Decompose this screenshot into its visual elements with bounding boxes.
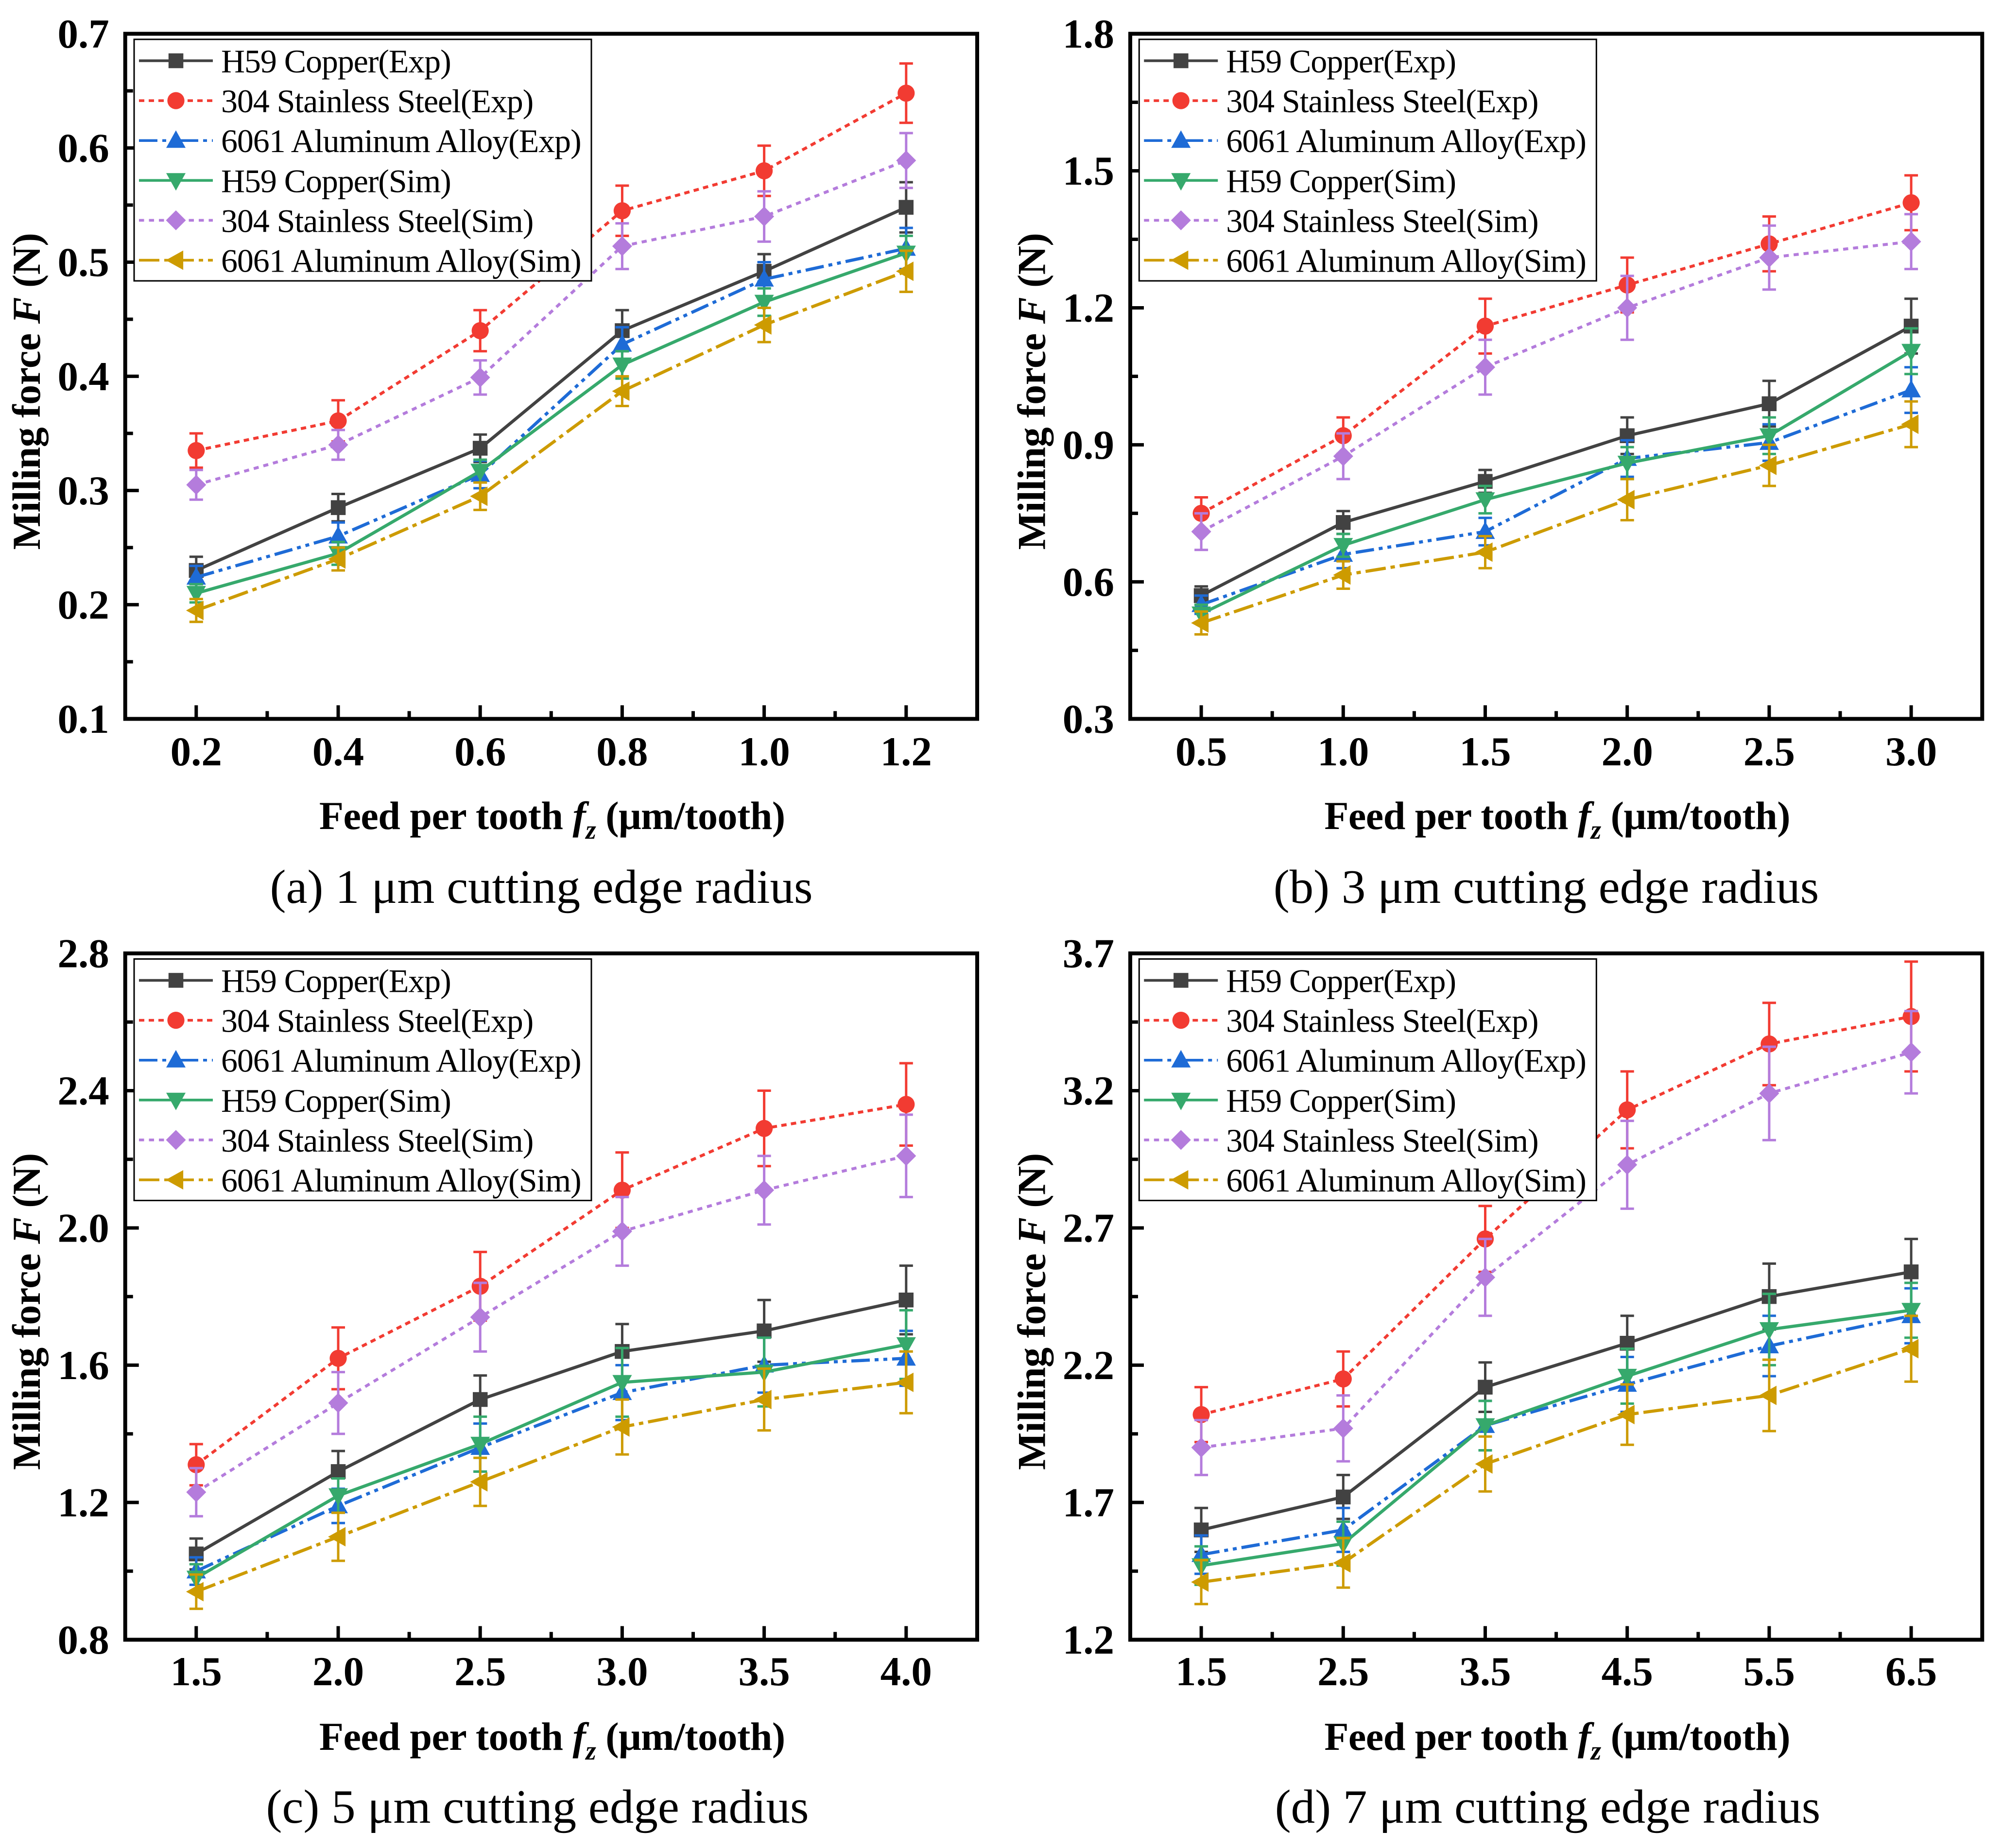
svg-text:6061 Aluminum Alloy(Exp): 6061 Aluminum Alloy(Exp) [1226,1042,1586,1079]
svg-text:Feed per tooth fz (μm/tooth): Feed per tooth fz (μm/tooth) [319,1714,785,1765]
svg-text:6061 Aluminum Alloy(Exp): 6061 Aluminum Alloy(Exp) [1226,122,1586,159]
svg-text:2.5: 2.5 [1317,1649,1369,1694]
svg-text:(a) 1 μm cutting edge radius: (a) 1 μm cutting edge radius [270,861,813,914]
svg-text:6061 Aluminum Alloy(Exp): 6061 Aluminum Alloy(Exp) [221,1042,581,1079]
svg-text:6061 Aluminum Alloy(Sim): 6061 Aluminum Alloy(Sim) [1226,1162,1586,1199]
svg-text:0.6: 0.6 [57,125,109,171]
svg-text:1.2: 1.2 [1063,1617,1114,1663]
svg-text:4.0: 4.0 [880,1649,932,1694]
svg-text:H59 Copper(Exp): H59 Copper(Exp) [1226,43,1456,80]
svg-text:1.5: 1.5 [1175,1649,1227,1694]
svg-text:304 Stainless Steel(Exp): 304 Stainless Steel(Exp) [1226,1002,1538,1039]
svg-text:2.7: 2.7 [1063,1206,1114,1251]
svg-text:304 Stainless Steel(Exp): 304 Stainless Steel(Exp) [221,1002,533,1039]
svg-text:Milling force F (N): Milling force F (N) [1009,1153,1053,1470]
svg-text:Milling force F (N): Milling force F (N) [4,233,49,550]
svg-text:(b) 3 μm cutting edge radius: (b) 3 μm cutting edge radius [1274,861,1819,914]
svg-text:1.8: 1.8 [1063,11,1114,57]
svg-text:(d) 7 μm cutting edge radius: (d) 7 μm cutting edge radius [1275,1780,1821,1833]
svg-text:304 Stainless Steel(Exp): 304 Stainless Steel(Exp) [1226,83,1538,120]
svg-text:0.7: 0.7 [57,11,109,57]
svg-text:304 Stainless Steel(Sim): 304 Stainless Steel(Sim) [1226,1122,1538,1159]
svg-text:1.2: 1.2 [880,729,932,775]
svg-text:H59 Copper(Sim): H59 Copper(Sim) [221,1082,451,1119]
svg-text:6061 Aluminum Alloy(Sim): 6061 Aluminum Alloy(Sim) [221,242,581,279]
svg-text:H59 Copper(Sim): H59 Copper(Sim) [1226,162,1456,199]
svg-text:2.5: 2.5 [454,1649,506,1694]
svg-text:2.2: 2.2 [1063,1343,1114,1388]
svg-text:Milling force F (N): Milling force F (N) [4,1153,49,1470]
svg-text:304 Stainless Steel(Sim): 304 Stainless Steel(Sim) [221,202,533,239]
svg-text:H59 Copper(Sim): H59 Copper(Sim) [221,162,451,199]
svg-text:304 Stainless Steel(Sim): 304 Stainless Steel(Sim) [1226,202,1538,239]
svg-text:1.2: 1.2 [1063,285,1114,331]
svg-text:1.5: 1.5 [1063,148,1114,194]
svg-text:3.2: 3.2 [1063,1068,1114,1114]
svg-text:304 Stainless Steel(Sim): 304 Stainless Steel(Sim) [221,1122,533,1159]
svg-text:2.8: 2.8 [57,931,109,977]
svg-text:5.5: 5.5 [1743,1649,1795,1694]
svg-text:0.4: 0.4 [312,729,364,775]
svg-text:2.0: 2.0 [1602,729,1653,775]
svg-text:0.8: 0.8 [57,1617,109,1663]
svg-text:1.0: 1.0 [1317,729,1369,775]
svg-text:H59 Copper(Exp): H59 Copper(Exp) [1226,963,1456,1000]
svg-text:0.3: 0.3 [1063,696,1114,742]
svg-text:H59 Copper(Sim): H59 Copper(Sim) [1226,1082,1456,1119]
svg-text:3.5: 3.5 [738,1649,790,1694]
svg-text:1.7: 1.7 [1063,1480,1114,1525]
svg-text:3.0: 3.0 [596,1649,648,1694]
svg-text:6061 Aluminum Alloy(Exp): 6061 Aluminum Alloy(Exp) [221,122,581,159]
svg-text:Feed per tooth fz (μm/tooth): Feed per tooth fz (μm/tooth) [1324,794,1790,845]
svg-text:6061 Aluminum Alloy(Sim): 6061 Aluminum Alloy(Sim) [221,1162,581,1199]
svg-text:1.0: 1.0 [738,729,790,775]
svg-text:0.6: 0.6 [454,729,506,775]
svg-text:1.5: 1.5 [171,1649,222,1694]
svg-text:1.5: 1.5 [1459,729,1511,775]
svg-text:4.5: 4.5 [1602,1649,1653,1694]
svg-text:0.8: 0.8 [596,729,648,775]
svg-text:0.1: 0.1 [57,696,109,742]
svg-text:Milling force F (N): Milling force F (N) [1009,233,1053,550]
svg-text:2.5: 2.5 [1743,729,1795,775]
svg-text:6.5: 6.5 [1885,1649,1937,1694]
svg-text:0.3: 0.3 [57,468,109,514]
svg-text:H59 Copper(Exp): H59 Copper(Exp) [221,43,451,80]
svg-text:0.6: 0.6 [1063,559,1114,605]
svg-text:0.4: 0.4 [57,354,109,399]
svg-text:Feed per tooth fz (μm/tooth): Feed per tooth fz (μm/tooth) [1324,1714,1790,1765]
svg-text:2.0: 2.0 [312,1649,364,1694]
svg-text:H59 Copper(Exp): H59 Copper(Exp) [221,963,451,1000]
svg-text:(c) 5 μm cutting edge radius: (c) 5 μm cutting edge radius [266,1780,809,1833]
svg-text:304 Stainless Steel(Exp): 304 Stainless Steel(Exp) [221,83,533,120]
svg-text:2.4: 2.4 [57,1068,109,1114]
svg-text:0.2: 0.2 [171,729,222,775]
svg-text:0.5: 0.5 [57,240,109,285]
svg-text:Feed per tooth fz (μm/tooth): Feed per tooth fz (μm/tooth) [319,794,785,845]
svg-text:1.2: 1.2 [57,1480,109,1525]
svg-text:0.9: 0.9 [1063,422,1114,468]
svg-text:0.2: 0.2 [57,582,109,628]
svg-text:3.5: 3.5 [1459,1649,1511,1694]
svg-text:6061 Aluminum Alloy(Sim): 6061 Aluminum Alloy(Sim) [1226,242,1586,279]
svg-text:3.7: 3.7 [1063,931,1114,977]
svg-text:2.0: 2.0 [57,1206,109,1251]
svg-text:1.6: 1.6 [57,1343,109,1388]
svg-text:0.5: 0.5 [1175,729,1227,775]
svg-text:3.0: 3.0 [1885,729,1937,775]
